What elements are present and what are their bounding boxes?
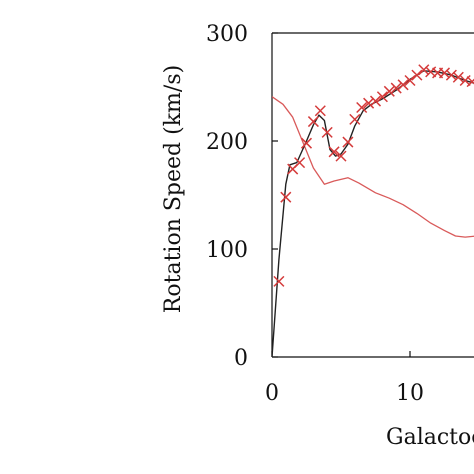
series-line-1 bbox=[272, 70, 474, 358]
y-tick-label: 200 bbox=[206, 130, 248, 155]
data-point-marker bbox=[335, 150, 347, 162]
data-point-marker bbox=[376, 91, 388, 103]
x-tick-label: 10 bbox=[396, 381, 424, 406]
data-point-marker bbox=[314, 105, 326, 117]
data-point-marker bbox=[349, 113, 361, 125]
data-point-marker bbox=[418, 64, 430, 76]
y-tick-label: 100 bbox=[206, 238, 248, 263]
y-tick-label: 0 bbox=[234, 346, 248, 371]
data-point-marker bbox=[300, 137, 313, 149]
data-point-marker bbox=[445, 69, 457, 81]
data-point-marker bbox=[328, 146, 340, 158]
y-tick-label: 300 bbox=[206, 22, 248, 47]
data-point-marker bbox=[280, 191, 292, 203]
data-point-marker bbox=[294, 157, 306, 169]
data-point-marker bbox=[342, 136, 354, 148]
data-point-marker bbox=[383, 85, 395, 97]
data-point-marker bbox=[390, 82, 402, 94]
data-point-marker bbox=[438, 67, 451, 79]
data-point-marker bbox=[369, 95, 382, 107]
data-point-marker bbox=[363, 97, 375, 109]
series-layer bbox=[272, 64, 474, 358]
data-point-marker bbox=[466, 76, 474, 88]
data-point-marker bbox=[273, 275, 285, 287]
axis-ticks: 0 100 200 300 0 10 bbox=[206, 22, 424, 406]
y-axis-title: Rotation Speed (km/s) bbox=[161, 65, 186, 313]
data-point-marker bbox=[321, 126, 333, 138]
data-point-marker bbox=[452, 71, 464, 83]
data-point-marker bbox=[397, 79, 409, 91]
data-point-marker bbox=[404, 74, 416, 87]
series-line-0 bbox=[272, 96, 474, 238]
data-point-marker bbox=[307, 116, 319, 128]
data-point-marker bbox=[356, 101, 368, 114]
data-point-marker bbox=[411, 69, 423, 81]
x-axis-title: Galactocentric bbox=[386, 425, 474, 450]
x-tick-label: 0 bbox=[265, 381, 279, 406]
